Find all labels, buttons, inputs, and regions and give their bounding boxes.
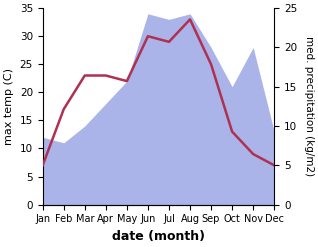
Y-axis label: max temp (C): max temp (C) [4, 68, 14, 145]
Y-axis label: med. precipitation (kg/m2): med. precipitation (kg/m2) [304, 36, 314, 176]
X-axis label: date (month): date (month) [112, 230, 205, 243]
